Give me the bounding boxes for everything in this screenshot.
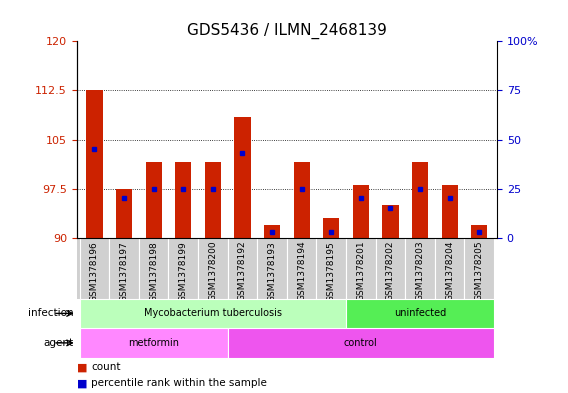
Text: count: count	[91, 362, 120, 373]
Title: GDS5436 / ILMN_2468139: GDS5436 / ILMN_2468139	[187, 22, 387, 39]
Bar	[346, 238, 375, 299]
Text: GSM1378199: GSM1378199	[179, 241, 188, 301]
Bar	[294, 162, 310, 238]
Bar	[465, 238, 494, 299]
Text: Mycobacterium tuberculosis: Mycobacterium tuberculosis	[144, 309, 282, 318]
Text: GSM1378193: GSM1378193	[268, 241, 277, 301]
Bar	[264, 225, 280, 238]
Text: percentile rank within the sample: percentile rank within the sample	[91, 378, 267, 388]
Bar	[80, 238, 109, 299]
Bar	[257, 238, 287, 299]
Bar	[375, 238, 405, 299]
Text: GSM1378202: GSM1378202	[386, 241, 395, 301]
Text: ■: ■	[77, 362, 87, 373]
Bar	[80, 328, 228, 358]
Bar	[175, 162, 191, 238]
Bar	[116, 189, 132, 238]
Text: GSM1378198: GSM1378198	[149, 241, 158, 301]
Bar	[145, 162, 162, 238]
Text: GSM1378192: GSM1378192	[238, 241, 247, 301]
Text: ■: ■	[77, 378, 87, 388]
Text: GSM1378205: GSM1378205	[475, 241, 484, 301]
Text: GSM1378195: GSM1378195	[327, 241, 336, 301]
Text: uninfected: uninfected	[394, 309, 446, 318]
Bar	[234, 117, 250, 238]
Bar	[228, 328, 494, 358]
Text: agent: agent	[44, 338, 74, 348]
Bar	[382, 205, 399, 238]
Bar	[80, 299, 346, 328]
Bar	[169, 238, 198, 299]
Text: control: control	[344, 338, 378, 348]
Bar	[139, 238, 169, 299]
Bar	[353, 185, 369, 238]
Text: GSM1378203: GSM1378203	[416, 241, 424, 301]
Bar	[228, 238, 257, 299]
Bar	[412, 162, 428, 238]
Bar	[441, 185, 458, 238]
Text: GSM1378197: GSM1378197	[119, 241, 128, 301]
Text: GSM1378194: GSM1378194	[297, 241, 306, 301]
Text: GSM1378201: GSM1378201	[356, 241, 365, 301]
Bar	[198, 238, 228, 299]
Bar	[435, 238, 465, 299]
Bar	[287, 238, 316, 299]
Bar	[204, 162, 221, 238]
Text: infection: infection	[28, 309, 74, 318]
Bar	[471, 225, 487, 238]
Bar	[346, 299, 494, 328]
Text: GSM1378196: GSM1378196	[90, 241, 99, 301]
Text: metformin: metformin	[128, 338, 179, 348]
Text: GSM1378204: GSM1378204	[445, 241, 454, 301]
Bar	[109, 238, 139, 299]
Bar	[316, 238, 346, 299]
Text: GSM1378200: GSM1378200	[208, 241, 218, 301]
Bar	[405, 238, 435, 299]
Bar	[86, 90, 103, 238]
Bar	[323, 218, 340, 238]
